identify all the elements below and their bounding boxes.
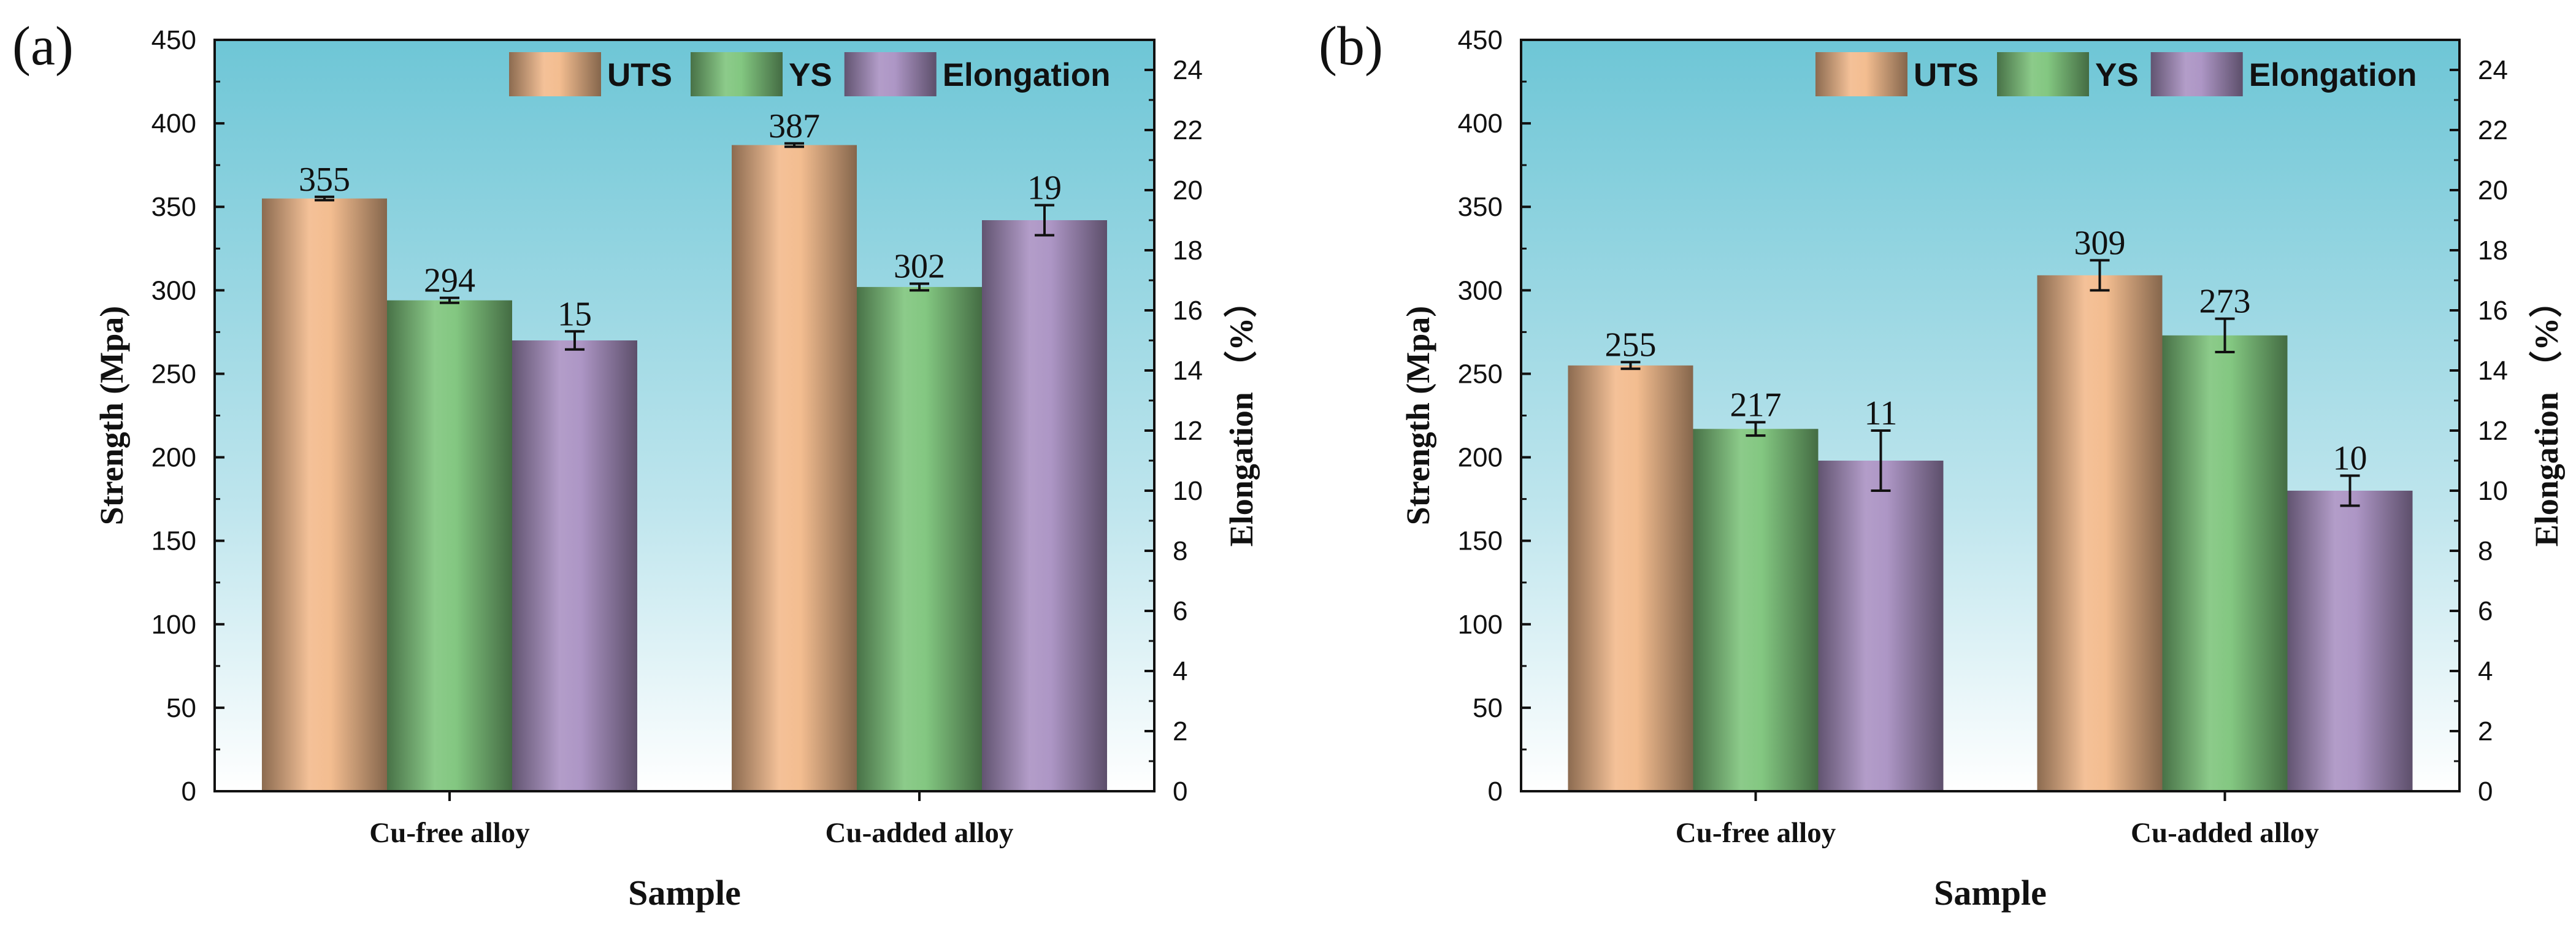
y2-tick-label: 22	[2478, 115, 2508, 145]
ys-data-label: 217	[1730, 386, 1782, 424]
y2-tick-label: 10	[2478, 476, 2508, 506]
uts-data-label: 387	[769, 107, 820, 145]
ys-data-label: 273	[2199, 283, 2251, 321]
y-tick-label: 100	[151, 610, 196, 640]
y-tick-label: 350	[1458, 192, 1503, 222]
y-tick-label: 0	[182, 777, 196, 807]
y2-tick-label: 2	[2478, 716, 2493, 746]
uts-bar	[1568, 365, 1693, 791]
y-tick-label: 400	[151, 109, 196, 139]
legend-label-ys: YS	[2095, 57, 2139, 93]
y-tick-label: 300	[1458, 275, 1503, 305]
y2-tick-label: 20	[2478, 175, 2508, 205]
legend: UTS YS Elongation	[1815, 52, 2417, 96]
y2-tick-label: 14	[1173, 356, 1203, 386]
y-tick-label: 100	[1458, 610, 1503, 640]
legend-label-uts: UTS	[1914, 57, 1979, 93]
y2-tick-label: 18	[1173, 236, 1203, 266]
x-tick-label: Cu-free alloy	[369, 817, 530, 849]
ys-bar	[1693, 429, 1819, 791]
y-axis-title: Strength (Mpa)	[1400, 306, 1436, 526]
x-tick-label: Cu-added alloy	[826, 817, 1014, 849]
uts-data-label: 309	[2074, 224, 2126, 262]
y-tick-label: 350	[151, 192, 196, 222]
ys-data-label: 302	[894, 247, 945, 285]
y2-axis-title: Elongation （%）	[1223, 285, 1260, 547]
y2-tick-label: 16	[1173, 296, 1203, 326]
legend-swatch-uts	[1815, 52, 1907, 96]
y2-tick-label: 6	[1173, 596, 1187, 626]
y-tick-label: 200	[151, 443, 196, 473]
elongation-bar	[1818, 461, 1944, 791]
legend-label-uts: UTS	[607, 57, 672, 93]
x-tick-label: Cu-free alloy	[1676, 817, 1836, 849]
legend-swatch-ys	[691, 52, 783, 96]
y2-tick-label: 8	[2478, 536, 2493, 566]
y2-tick-label: 0	[1173, 777, 1187, 807]
elongation-data-label: 19	[1027, 169, 1062, 207]
uts-bar	[262, 198, 387, 792]
y-tick-label: 150	[1458, 526, 1503, 556]
y-tick-label: 400	[1458, 109, 1503, 139]
uts-bar	[2037, 275, 2163, 791]
y-axis-title: Strength (Mpa)	[93, 306, 130, 526]
y-tick-label: 250	[151, 359, 196, 389]
y2-axis-title: Elongation （%）	[2528, 285, 2565, 547]
x-axis-title: Sample	[628, 873, 741, 913]
y2-tick-label: 14	[2478, 356, 2508, 386]
y-tick-label: 450	[151, 25, 196, 55]
panel-label: (b)	[1319, 16, 1383, 77]
ys-data-label: 294	[424, 262, 475, 300]
legend-swatch-uts	[509, 52, 601, 96]
legend-swatch-ys	[1997, 52, 2089, 96]
y2-tick-label: 8	[1173, 536, 1187, 566]
y2-tick-label: 16	[2478, 296, 2508, 326]
y-tick-label: 50	[166, 693, 196, 723]
y2-tick-label: 4	[2478, 656, 2493, 686]
y-tick-label: 0	[1488, 777, 1503, 807]
legend-swatch-elongation	[2150, 52, 2243, 96]
y2-tick-label: 18	[2478, 236, 2508, 266]
legend-label-elongation: Elongation	[2249, 57, 2417, 93]
legend-label-ys: YS	[789, 57, 832, 93]
elongation-data-label: 10	[2333, 440, 2367, 478]
x-axis-title: Sample	[1934, 873, 2047, 913]
y2-tick-label: 20	[1173, 175, 1203, 205]
panel-label: (a)	[12, 16, 74, 77]
legend-label-elongation: Elongation	[943, 57, 1111, 93]
y-tick-label: 300	[151, 275, 196, 305]
y2-tick-label: 4	[1173, 656, 1187, 686]
y2-tick-label: 24	[2478, 55, 2508, 85]
ys-bar	[2162, 335, 2288, 791]
elongation-data-label: 11	[1865, 394, 1898, 432]
y2-tick-label: 6	[2478, 596, 2493, 626]
y-tick-label: 250	[1458, 359, 1503, 389]
y-tick-label: 450	[1458, 25, 1503, 55]
ys-bar	[387, 300, 512, 792]
y2-tick-label: 22	[1173, 115, 1203, 145]
elongation-bar	[512, 340, 637, 791]
y2-tick-label: 2	[1173, 716, 1187, 746]
y2-tick-label: 24	[1173, 55, 1203, 85]
y-tick-label: 150	[151, 526, 196, 556]
ys-bar	[857, 286, 982, 791]
elongation-bar	[2287, 491, 2413, 791]
y-tick-label: 200	[1458, 443, 1503, 473]
uts-data-label: 355	[299, 161, 350, 199]
elongation-bar	[982, 220, 1107, 791]
y2-tick-label: 12	[1173, 416, 1203, 446]
uts-bar	[732, 145, 857, 791]
elongation-data-label: 15	[558, 295, 592, 333]
uts-data-label: 255	[1605, 326, 1657, 364]
x-tick-label: Cu-added alloy	[2131, 817, 2319, 849]
legend: UTS YS Elongation	[509, 52, 1111, 96]
y-tick-label: 50	[1473, 693, 1503, 723]
y2-tick-label: 10	[1173, 476, 1203, 506]
chart-panel-b: (b)2553092172731110050100150200250300350…	[1319, 16, 2565, 913]
y2-tick-label: 0	[2478, 777, 2493, 807]
legend-swatch-elongation	[844, 52, 937, 96]
y2-tick-label: 12	[2478, 416, 2508, 446]
